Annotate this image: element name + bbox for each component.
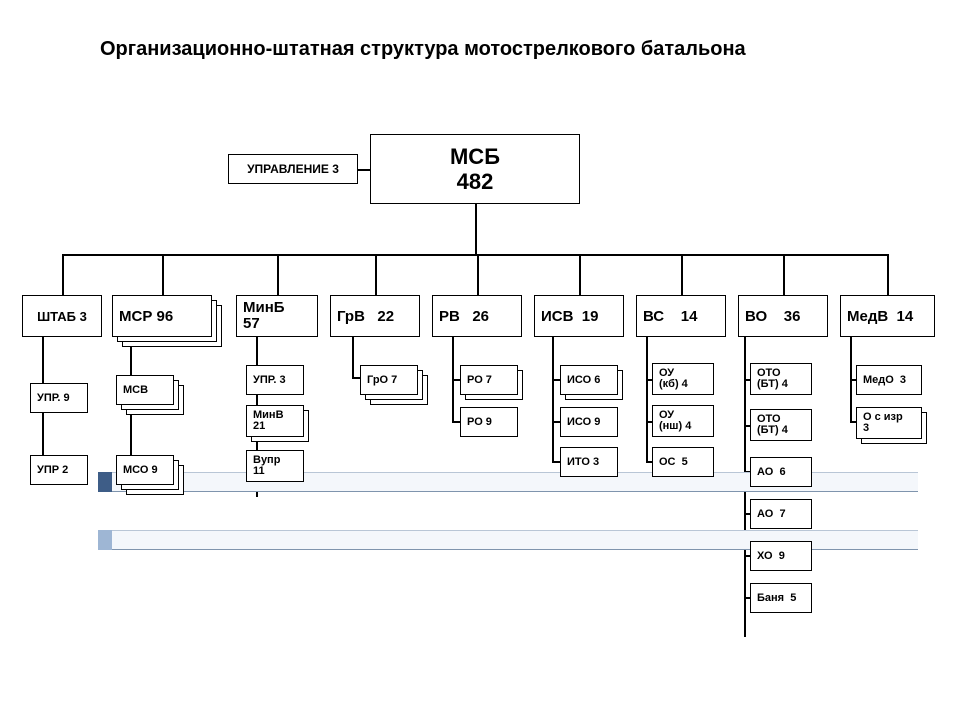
node-shtab: ШТАБ 3	[22, 295, 102, 337]
separator-bar-accent	[98, 530, 112, 550]
connector	[681, 254, 683, 295]
node-oukb4: ОУ (кб) 4	[652, 363, 714, 395]
org-chart: Организационно-штатная структура мотостр…	[0, 0, 960, 720]
node-management: УПРАВЛЕНИЕ 3	[228, 154, 358, 184]
page-title: Организационно-штатная структура мотостр…	[100, 38, 860, 61]
node-label: О с изр 3	[863, 412, 903, 434]
node-label: ОУ (нш) 4	[659, 410, 691, 432]
node-label: УПРАВЛЕНИЕ 3	[247, 162, 339, 176]
node-grv: ГрВ 22	[330, 295, 420, 337]
connector	[375, 254, 377, 295]
node-label: АО 6	[757, 466, 786, 478]
connector	[579, 254, 581, 295]
node-msr: МСР 96	[112, 295, 212, 337]
node-xo9: ХО 9	[750, 541, 812, 571]
node-minb: МинБ 57	[236, 295, 318, 337]
node-label: МинВ 21	[253, 410, 284, 432]
node-iso6: ИСО 6	[560, 365, 618, 395]
node-label: ГрО 7	[367, 374, 397, 386]
node-label: МСР 96	[119, 308, 173, 325]
node-upr9: УПР. 9	[30, 383, 88, 413]
node-label: МСВ	[123, 384, 148, 396]
node-ao6: АО 6	[750, 457, 812, 487]
node-label: РВ 26	[439, 308, 489, 325]
node-label: РО 7	[467, 374, 492, 386]
node-mso9: МСО 9	[116, 455, 174, 485]
connector	[783, 254, 785, 295]
node-label: Вупр 11	[253, 455, 280, 477]
connector	[552, 337, 554, 462]
node-label: ВС 14	[643, 308, 697, 325]
node-label: МинБ 57	[243, 300, 285, 332]
node-label: УПР. 9	[37, 392, 70, 404]
node-label: УПР 2	[37, 464, 68, 476]
node-msv: МСВ	[116, 375, 174, 405]
node-label: РО 9	[467, 416, 492, 428]
node-label: ИТО 3	[567, 456, 599, 468]
separator-bar-accent	[98, 472, 112, 492]
connector	[277, 254, 279, 295]
node-label: ОУ (кб) 4	[659, 368, 688, 390]
node-label: МСО 9	[123, 464, 158, 476]
connector	[646, 337, 648, 462]
node-upr3: УПР. 3	[246, 365, 304, 395]
node-label: ИСО 9	[567, 416, 600, 428]
node-label: ВО 36	[745, 308, 800, 325]
node-ro7: РО 7	[460, 365, 518, 395]
node-otobt4b: ОТО (БТ) 4	[750, 409, 812, 441]
node-medo3: МедО 3	[856, 365, 922, 395]
connector	[162, 254, 164, 295]
connector	[358, 169, 370, 171]
connector	[62, 254, 888, 256]
node-label: ГрВ 22	[337, 308, 394, 325]
node-vs: ВС 14	[636, 295, 726, 337]
node-label: ИСВ 19	[541, 308, 598, 325]
node-banya5: Баня 5	[750, 583, 812, 613]
node-ao7: АО 7	[750, 499, 812, 529]
node-label: УПР. 3	[253, 374, 286, 386]
node-label: ОТО (БТ) 4	[757, 414, 788, 436]
node-medv: МедВ 14	[840, 295, 935, 337]
node-label: ИСО 6	[567, 374, 600, 386]
connector	[477, 254, 479, 295]
connector	[887, 254, 889, 295]
node-otobt4a: ОТО (БТ) 4	[750, 363, 812, 395]
connector	[475, 204, 477, 254]
node-label: ОС 5	[659, 456, 688, 468]
node-label: ШТАБ 3	[37, 309, 87, 324]
connector	[352, 337, 354, 377]
node-vo: ВО 36	[738, 295, 828, 337]
node-ro9: РО 9	[460, 407, 518, 437]
node-upr2: УПР 2	[30, 455, 88, 485]
node-label: МСБ 482	[450, 144, 500, 195]
node-iso9: ИСО 9	[560, 407, 618, 437]
node-label: МедВ 14	[847, 308, 913, 325]
node-vupr11: Вупр 11	[246, 450, 304, 482]
connector	[62, 254, 64, 295]
node-ounsh4: ОУ (нш) 4	[652, 405, 714, 437]
node-label: ХО 9	[757, 550, 785, 562]
node-label: АО 7	[757, 508, 786, 520]
node-label: ОТО (БТ) 4	[757, 368, 788, 390]
node-gro7: ГрО 7	[360, 365, 418, 395]
node-label: МедО 3	[863, 374, 906, 386]
node-minv21: МинВ 21	[246, 405, 304, 437]
node-label: Баня 5	[757, 592, 796, 604]
node-isv: ИСВ 19	[534, 295, 624, 337]
node-root: МСБ 482	[370, 134, 580, 204]
node-osizr3: О с изр 3	[856, 407, 922, 439]
node-ito3: ИТО 3	[560, 447, 618, 477]
node-os5: ОС 5	[652, 447, 714, 477]
node-rv: РВ 26	[432, 295, 522, 337]
